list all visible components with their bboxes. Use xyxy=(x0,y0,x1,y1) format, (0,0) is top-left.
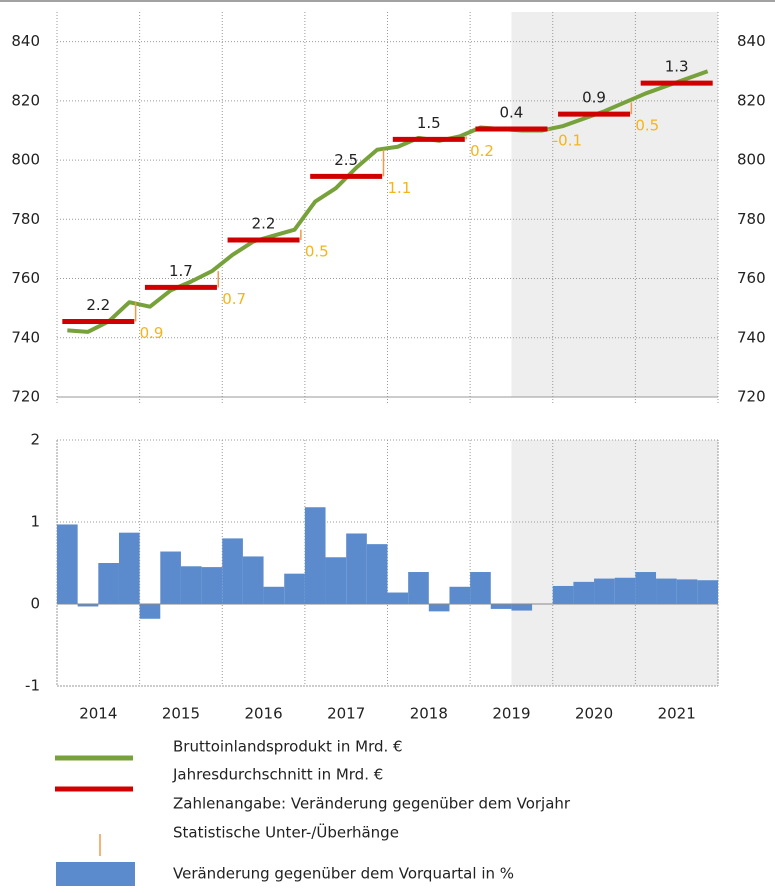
y-tick-label: 720 xyxy=(11,388,40,406)
legend-label: Statistische Unter-/Überhänge xyxy=(173,823,399,842)
y2-tick-label: 780 xyxy=(737,210,766,228)
plot-border xyxy=(56,439,719,687)
x-tick-label: 2017 xyxy=(327,705,365,723)
growth-label: 0.9 xyxy=(582,89,606,107)
bar xyxy=(118,532,140,604)
growth-label: 1.3 xyxy=(665,58,689,76)
y-tick-label: 780 xyxy=(11,210,40,228)
bar xyxy=(325,557,347,604)
y2-tick-label: 740 xyxy=(737,328,766,346)
y2-tick-label: 820 xyxy=(737,91,766,109)
bar xyxy=(594,578,615,604)
x-tick-label: 2015 xyxy=(162,705,200,723)
y-tick-label: 1 xyxy=(30,513,40,531)
bar xyxy=(139,604,161,619)
bar xyxy=(552,585,574,604)
growth-label: 2.5 xyxy=(334,151,358,169)
overhang-label: 0.9 xyxy=(140,324,164,342)
bar xyxy=(428,604,450,612)
bar xyxy=(201,567,223,604)
legend-label: Veränderung gegenüber dem Vorquartal in … xyxy=(173,865,514,883)
bar xyxy=(222,538,243,604)
bar xyxy=(160,551,181,604)
x-tick-label: 2014 xyxy=(79,705,117,723)
growth-label: 0.4 xyxy=(500,103,524,121)
legend-label: Jahresdurchschnitt in Mrd. € xyxy=(172,766,383,784)
y-tick-label: 760 xyxy=(11,269,40,287)
bar xyxy=(242,556,264,604)
bar xyxy=(697,580,718,604)
overhang-label: 0.2 xyxy=(470,142,494,160)
growth-label: 2.2 xyxy=(86,296,110,314)
x-tick-label: 2020 xyxy=(575,705,613,723)
bar xyxy=(573,581,595,604)
bar xyxy=(387,592,409,604)
legend-label: Bruttoinlandsprodukt in Mrd. € xyxy=(173,738,403,756)
legend-swatch xyxy=(56,862,135,886)
bar xyxy=(98,563,119,604)
y2-tick-label: 760 xyxy=(737,269,766,287)
bar xyxy=(449,586,471,604)
bar xyxy=(656,578,677,604)
overhang-label: -0.1 xyxy=(553,131,582,149)
x-tick-label: 2021 xyxy=(658,705,696,723)
forecast-shade xyxy=(511,12,718,397)
bar xyxy=(490,604,512,609)
legend-label: Zahlenangabe: Veränderung gegenüber dem … xyxy=(173,795,571,813)
growth-label: 1.5 xyxy=(417,114,441,132)
y2-tick-label: 720 xyxy=(737,388,766,406)
bar xyxy=(263,586,285,604)
x-tick-label: 2016 xyxy=(244,705,282,723)
y-tick-label: 740 xyxy=(11,328,40,346)
overhang-label: 0.5 xyxy=(305,243,329,261)
bar xyxy=(180,566,202,604)
overhang-label: 0.5 xyxy=(635,117,659,135)
x-tick-label: 2018 xyxy=(410,705,448,723)
growth-label: 1.7 xyxy=(169,262,193,280)
y-tick-label: 2 xyxy=(30,431,40,449)
y-tick-label: 840 xyxy=(11,32,40,50)
y-tick-label: 820 xyxy=(11,91,40,109)
bar xyxy=(77,604,99,607)
bar xyxy=(366,544,388,604)
bar xyxy=(676,579,698,604)
bar xyxy=(284,573,305,604)
y2-tick-label: 840 xyxy=(737,32,766,50)
x-tick-label: 2019 xyxy=(492,705,530,723)
bar xyxy=(304,507,326,604)
bar xyxy=(346,533,367,604)
growth-label: 2.2 xyxy=(252,215,276,233)
overhang-label: 1.1 xyxy=(388,179,412,197)
bar xyxy=(470,572,491,604)
bar xyxy=(408,572,429,604)
bar xyxy=(635,572,657,604)
y-tick-label: 800 xyxy=(11,151,40,169)
bar xyxy=(614,577,636,604)
bar xyxy=(511,604,533,611)
overhang-label: 0.7 xyxy=(222,290,246,308)
y2-tick-label: 800 xyxy=(737,151,766,169)
y-tick-label: -1 xyxy=(25,677,40,695)
forecast-shade xyxy=(511,440,718,686)
bar xyxy=(57,524,78,604)
y-tick-label: 0 xyxy=(30,595,40,613)
